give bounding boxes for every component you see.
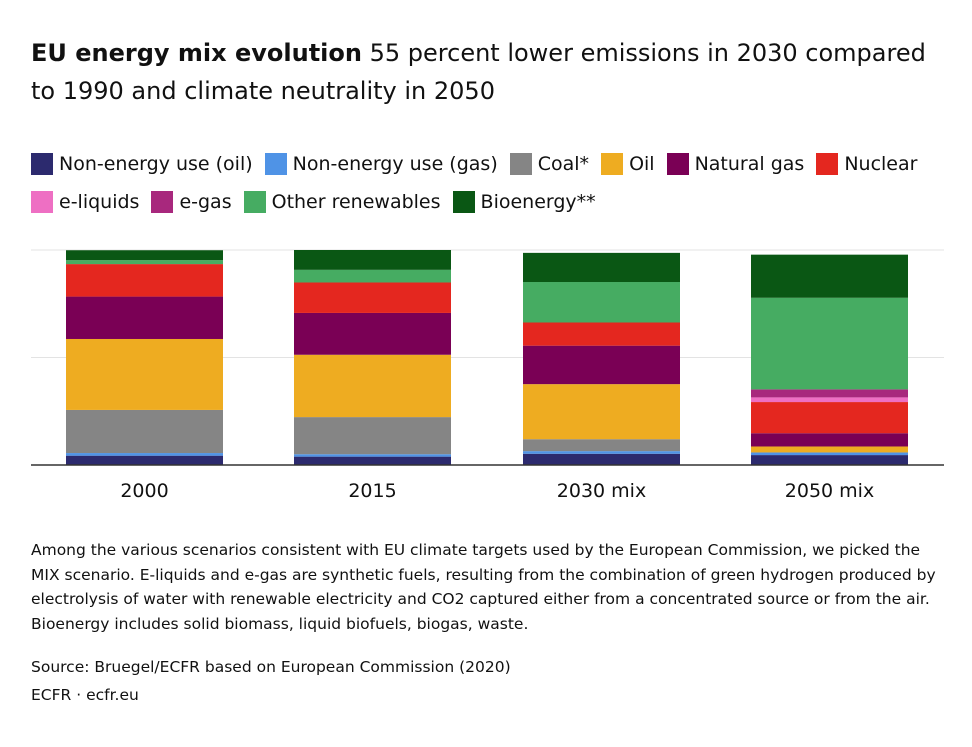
legend-item: Coal* [509,152,590,176]
legend-swatch [816,153,839,175]
legend-swatch [31,153,53,175]
legend-swatch [151,191,174,213]
bar-segment [523,439,680,452]
legend-label: Bioenergy** [480,191,596,213]
legend-item: Natural gas [666,152,805,176]
legend-label: Nuclear [844,153,918,175]
bar-segment [294,456,451,465]
chart-notes: Among the various scenarios consistent w… [31,541,936,633]
legend-label: Non-energy use (oil) [59,153,253,175]
x-tick-label: 2030 mix [557,480,646,502]
bar-segment [523,322,680,346]
chart-subtitle: 55 percent lower emissions in 2030 compa… [31,39,926,105]
legend: Non-energy use (oil) Non-energy use (gas)… [31,152,946,214]
bar-segment [294,454,451,457]
bar-segment [751,433,908,447]
bar-segment [523,451,680,454]
bar-segment [751,402,908,434]
credit-line: ECFR · ecfr.eu [31,686,139,704]
legend-swatch [666,153,689,175]
bar-segment [294,354,451,418]
chart-title: EU energy mix evolution 55 percent lower… [31,34,941,110]
x-tick-label: 2015 [348,480,396,502]
legend-item: Non-energy use (oil) [31,152,253,176]
legend-label: e-gas [179,191,232,213]
legend-item: Oil [601,152,655,176]
legend-item: e-liquids [31,190,139,214]
x-tick-label: 2000 [120,480,168,502]
bar-segment [751,297,908,390]
bar-segment [294,269,451,283]
legend-swatch [264,153,287,175]
bar-segment [523,282,680,323]
legend-label: Natural gas [694,153,805,175]
legend-item: Other renewables [243,190,441,214]
bar-segment [66,296,223,339]
legend-label: Non-energy use (gas) [292,153,498,175]
bar-segment [66,260,223,265]
bar-segment [66,409,223,454]
source-line: Source: Bruegel/ECFR based on European C… [31,658,511,676]
x-tick-label: 2050 mix [785,480,874,502]
legend-swatch [509,153,532,175]
bar-segment [294,282,451,313]
bar-segment [294,417,451,455]
bar-segment [751,455,908,465]
legend-label: Coal* [537,153,590,175]
legend-swatch [31,191,53,213]
legend-label: Oil [629,153,655,175]
bar-segment [66,250,223,261]
legend-label: e-liquids [59,191,140,213]
bar-segment [523,252,680,283]
bar-segment [751,452,908,456]
legend-item: Nuclear [816,152,917,176]
legend-item: e-gas [151,190,232,214]
legend-swatch [452,191,475,213]
bar-segment [66,264,223,297]
stacked-bar-chart: 2000 2015 2030 mix 2050 mix [31,249,944,502]
bar-segment [751,254,908,298]
legend-swatch [601,153,624,175]
bar-segment [523,384,680,440]
legend-swatch [243,191,266,213]
bar-segment [66,455,223,465]
legend-item: Non-energy use (gas) [264,152,498,176]
bar-segment [751,389,908,398]
legend-label: Other renewables [271,191,441,213]
bar-segment [294,250,451,270]
bar-segment [523,345,680,385]
bar-segment [294,312,451,355]
legend-item: Bioenergy** [452,190,596,214]
bar-segment [66,453,223,456]
bar-segment [751,446,908,453]
chart-title-bold: EU energy mix evolution [31,39,362,67]
bar-segment [523,453,680,465]
bar-segment [66,338,223,410]
bar-segment [751,397,908,403]
